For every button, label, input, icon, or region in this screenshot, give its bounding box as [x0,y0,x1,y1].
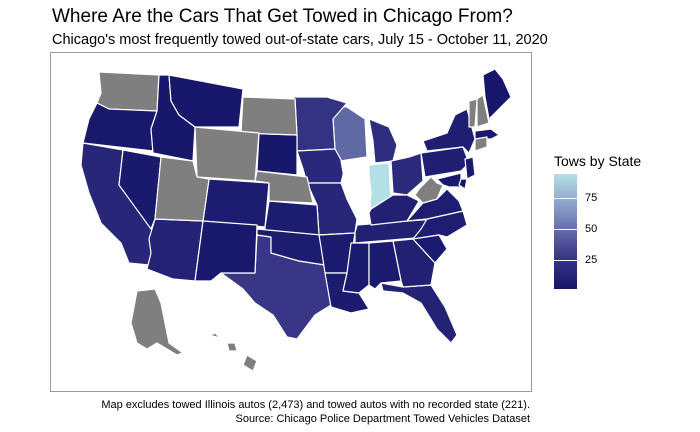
state-wyoming [194,126,260,182]
state-new-hampshire [476,94,490,128]
state-new-york [422,108,476,154]
state-michigan [368,118,398,164]
state-pennsylvania [420,146,470,178]
state-new-mexico [194,220,258,282]
state-north-dakota [240,96,298,136]
state-maine [482,68,512,120]
caption-source: Source: Chicago Police Department Towed … [235,413,530,425]
state-massachusetts [474,128,500,140]
state-ohio [390,152,424,196]
state-washington [96,71,160,112]
state-utah [154,156,210,222]
state-kansas [264,200,320,236]
state-hawaii [210,332,258,372]
state-south-carolina [412,234,448,264]
state-arizona [146,218,204,282]
state-delaware [458,178,468,190]
state-colorado [202,178,270,228]
state-illinois [340,156,372,224]
us-choropleth-map [80,68,512,372]
state-kentucky [368,194,420,226]
legend-tick-label: 25 [585,253,598,266]
state-vermont [468,98,478,128]
caption-note: Map excludes towed Illinois autos (2,473… [101,399,530,411]
legend-title: Tows by State [554,153,642,169]
state-nebraska [254,170,314,204]
legend-tick [554,259,577,261]
state-maryland [436,172,462,188]
state-alaska [130,288,184,356]
state-north-carolina [412,210,468,240]
state-nevada [118,149,162,230]
state-alabama [368,240,402,290]
legend-tick-label: 75 [585,192,598,205]
state-florida [380,282,458,344]
state-oregon [82,102,158,152]
state-west-virginia [414,176,444,204]
state-new-jersey [464,156,476,180]
legend-colorbar [554,174,577,289]
legend-tick [554,198,577,200]
map-title: Where Are the Cars That Get Towed in Chi… [52,6,513,27]
legend-tick-label: 50 [585,223,598,236]
state-connecticut [474,136,488,152]
map-subtitle: Chicago's most frequently towed out-of-s… [52,32,548,48]
legend-tick [554,229,577,231]
map-panel [50,52,532,392]
